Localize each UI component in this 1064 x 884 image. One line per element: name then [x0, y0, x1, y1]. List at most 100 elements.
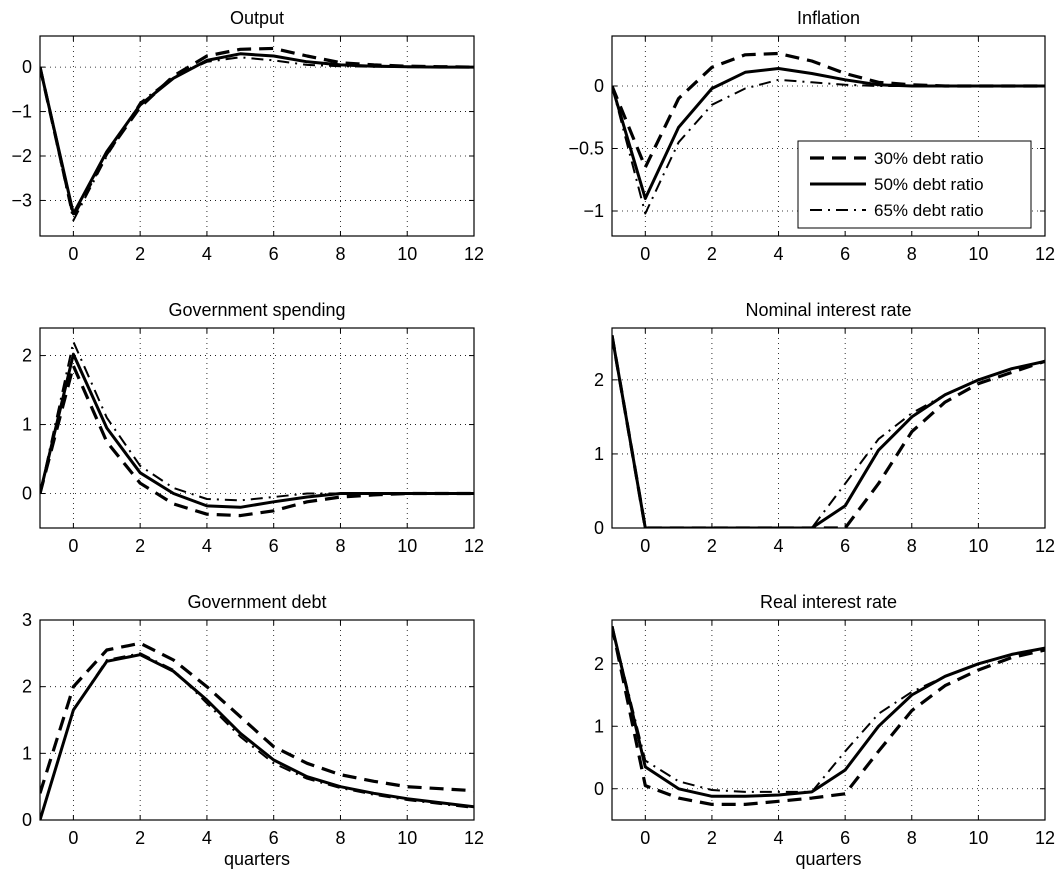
x-axis-label: quarters — [795, 849, 861, 869]
x-tick-label: 8 — [907, 536, 917, 556]
series-line-solid — [40, 52, 474, 216]
x-tick-label: 12 — [1035, 828, 1055, 848]
x-tick-label: 12 — [464, 536, 484, 556]
plot-frame — [39, 327, 475, 529]
series-line-dashdot — [40, 340, 474, 502]
x-tick-label: 10 — [397, 244, 417, 264]
x-tick-label: 12 — [1035, 244, 1055, 264]
y-tick-label: 2 — [594, 654, 604, 674]
x-tick-label: 2 — [707, 244, 717, 264]
x-tick-label: 0 — [640, 828, 650, 848]
x-tick-label: 0 — [640, 244, 650, 264]
x-tick-label: 0 — [68, 828, 78, 848]
y-tick-label: 2 — [594, 370, 604, 390]
subplot-title: Output — [230, 8, 284, 28]
x-tick-label: 12 — [464, 244, 484, 264]
x-tick-label: 0 — [68, 244, 78, 264]
y-tick-label: 1 — [22, 415, 32, 435]
y-tick-label: −1 — [11, 102, 32, 122]
x-tick-label: 0 — [640, 536, 650, 556]
series-line-dashdot — [612, 626, 1045, 793]
subplot-title: Nominal interest rate — [745, 300, 911, 320]
x-tick-label: 10 — [397, 828, 417, 848]
x-tick-label: 0 — [68, 536, 78, 556]
x-axis-label: quarters — [224, 849, 290, 869]
subplot-title: Government spending — [168, 300, 345, 320]
x-tick-label: 4 — [202, 244, 212, 264]
plot-frame — [39, 35, 475, 237]
y-tick-label: 0 — [22, 484, 32, 504]
y-tick-label: 2 — [22, 346, 32, 366]
y-tick-label: 1 — [22, 743, 32, 763]
x-tick-label: 4 — [202, 536, 212, 556]
series-line-dashed — [612, 625, 1045, 807]
x-tick-label: 6 — [840, 244, 850, 264]
plot-frame — [39, 619, 475, 821]
series-line-dashdot — [40, 652, 474, 820]
x-tick-label: 12 — [1035, 536, 1055, 556]
x-tick-label: 6 — [269, 828, 279, 848]
x-tick-label: 2 — [707, 536, 717, 556]
x-tick-label: 2 — [135, 244, 145, 264]
plot-frame — [611, 327, 1046, 529]
y-tick-label: −0.5 — [568, 139, 604, 159]
legend-label: 30% debt ratio — [874, 149, 984, 168]
series-line-solid — [40, 352, 474, 509]
y-tick-label: −3 — [11, 190, 32, 210]
series-line-dashdot — [612, 335, 1045, 528]
x-tick-label: 6 — [269, 536, 279, 556]
y-tick-label: 0 — [594, 779, 604, 799]
x-tick-label: 10 — [968, 536, 988, 556]
legend-label: 65% debt ratio — [874, 201, 984, 220]
y-tick-label: −1 — [583, 201, 604, 221]
series-line-dashed — [612, 51, 1045, 169]
x-tick-label: 4 — [202, 828, 212, 848]
x-tick-label: 8 — [335, 828, 345, 848]
y-tick-label: 2 — [22, 677, 32, 697]
series-line-dashdot — [40, 56, 474, 222]
y-tick-label: −2 — [11, 146, 32, 166]
legend-label: 50% debt ratio — [874, 175, 984, 194]
x-tick-label: 10 — [968, 244, 988, 264]
x-tick-label: 10 — [968, 828, 988, 848]
series-line-dashed — [40, 46, 474, 218]
y-tick-label: 3 — [22, 610, 32, 630]
subplot-title: Real interest rate — [760, 592, 897, 612]
subplot-title: Inflation — [797, 8, 860, 28]
plot-frame — [611, 619, 1046, 821]
x-tick-label: 8 — [907, 828, 917, 848]
x-tick-label: 4 — [774, 828, 784, 848]
plot-frame — [611, 35, 1046, 237]
x-tick-label: 12 — [464, 828, 484, 848]
series-line-solid — [612, 335, 1045, 528]
series-line-solid — [40, 653, 474, 820]
y-tick-label: 0 — [22, 810, 32, 830]
x-tick-label: 6 — [840, 828, 850, 848]
y-tick-label: 0 — [594, 76, 604, 96]
y-tick-label: 1 — [594, 444, 604, 464]
subplot-1: Output 0 2 4 6 8 10 12 0 −1 −2 −3 — [11, 8, 484, 264]
x-tick-label: 4 — [774, 536, 784, 556]
x-tick-label: 8 — [335, 244, 345, 264]
x-tick-label: 4 — [774, 244, 784, 264]
x-tick-label: 8 — [335, 536, 345, 556]
x-tick-label: 10 — [397, 536, 417, 556]
legend: 30% debt ratio 50% debt ratio 65% debt rat… — [797, 140, 1032, 229]
y-tick-label: 0 — [594, 518, 604, 538]
x-tick-label: 2 — [135, 828, 145, 848]
subplot-title: Government debt — [187, 592, 326, 612]
x-tick-label: 8 — [907, 244, 917, 264]
series-line-dashed — [612, 335, 1045, 528]
x-tick-label: 6 — [840, 536, 850, 556]
x-tick-label: 6 — [269, 244, 279, 264]
x-tick-label: 2 — [135, 536, 145, 556]
y-tick-label: 0 — [22, 57, 32, 77]
series-line-dashed — [40, 641, 474, 794]
series-line-dashdot — [612, 78, 1045, 215]
subplot-2: Inflation 0 2 4 6 8 10 12 0 −0.5 −1 30% debt ratio 5… — [568, 8, 1055, 264]
